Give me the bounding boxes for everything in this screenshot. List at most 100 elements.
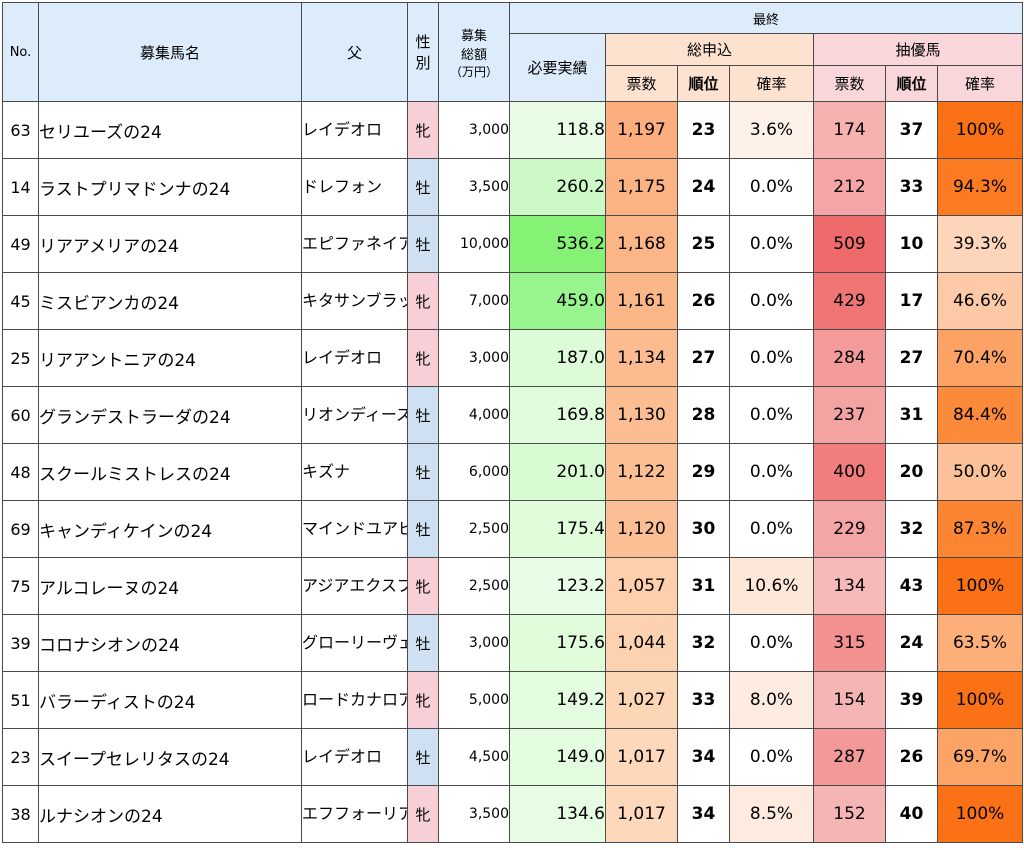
cell-total-votes: 1,197	[605, 101, 678, 159]
cell-sire: レイデオロ	[301, 728, 408, 786]
cell-pri-prob: 63.5%	[937, 614, 1023, 672]
header-total-votes: 票数	[605, 65, 678, 102]
cell-sex: 牝	[407, 785, 439, 843]
header-final: 最終	[509, 2, 1023, 34]
cell-total-votes: 1,120	[605, 500, 678, 558]
cell-total-rank: 34	[677, 785, 730, 843]
cell-name: ミスビアンカの24	[38, 272, 302, 330]
cell-price: 2,500	[438, 557, 510, 615]
cell-no: 60	[2, 386, 39, 444]
cell-sire: グローリーヴェイズ	[301, 614, 408, 672]
cell-pri-votes: 287	[813, 728, 886, 786]
cell-total-rank: 33	[677, 671, 730, 729]
cell-total-votes: 1,161	[605, 272, 678, 330]
cell-total-votes: 1,044	[605, 614, 678, 672]
cell-no: 63	[2, 101, 39, 159]
table-row: 23 スイープセレリタスの24 レイデオロ牡 4,500 149.0 1,017 34 0.0…	[2, 728, 1023, 786]
cell-pri-votes: 152	[813, 785, 886, 843]
cell-total-votes: 1,175	[605, 158, 678, 216]
cell-total-prob: 8.5%	[729, 785, 814, 843]
cell-sex: 牝	[407, 557, 439, 615]
table-row: 63 セリユーズの24 レイデオロ牝 3,000 118.8 1,197 23 3.6% 174…	[2, 101, 1023, 159]
table-row: 45ミスビアンカの24キタサンブラック牝7,000459.01,161260.0…	[2, 272, 1023, 330]
cell-total-prob: 10.6%	[729, 557, 814, 615]
cell-pri-votes: 134	[813, 557, 886, 615]
header-no: No.	[2, 2, 39, 102]
cell-total-rank: 26	[677, 272, 730, 330]
cell-required: 134.6	[509, 785, 606, 843]
cell-sire: リオンディーズ	[301, 386, 408, 444]
cell-pri-votes: 154	[813, 671, 886, 729]
cell-pri-rank: 27	[885, 329, 938, 387]
cell-total-votes: 1,134	[605, 329, 678, 387]
cell-name: スクールミストレスの24	[38, 443, 302, 501]
cell-sex: 牡	[407, 500, 439, 558]
cell-pri-prob: 100%	[937, 671, 1023, 729]
cell-pri-prob: 50.0%	[937, 443, 1023, 501]
cell-name: グランデストラーダの24	[38, 386, 302, 444]
cell-sex: 牝	[407, 671, 439, 729]
cell-sex: 牡	[407, 728, 439, 786]
cell-no: 69	[2, 500, 39, 558]
cell-pri-votes: 429	[813, 272, 886, 330]
cell-name: アルコレーヌの24	[38, 557, 302, 615]
table-row: 48 スクールミストレスの24 キズナ牡 6,000 201.0 1,122 29 0.0% 4…	[2, 443, 1023, 501]
cell-price: 2,500	[438, 500, 510, 558]
table-row: 51 バラーディストの24 ロードカナロア牝 5,000 149.2 1,027 33 8.0…	[2, 671, 1023, 729]
header-name: 募集馬名	[38, 2, 302, 102]
cell-total-rank: 25	[677, 215, 730, 273]
table-row: 69キャンディケインの24マインドユアビスケッツ牡2,500175.41,120…	[2, 500, 1023, 558]
cell-sex: 牡	[407, 215, 439, 273]
header-required: 必要実績	[509, 33, 606, 102]
cell-sex: 牝	[407, 101, 439, 159]
cell-pri-prob: 100%	[937, 101, 1023, 159]
cell-no: 45	[2, 272, 39, 330]
cell-price: 6,000	[438, 443, 510, 501]
table-row: 14 ラストプリマドンナの24 ドレフォン牡 3,500 260.2 1,175 24 0.0…	[2, 158, 1023, 216]
cell-sire: レイデオロ	[301, 101, 408, 159]
cell-no: 39	[2, 614, 39, 672]
header-price: 募集 総額 （万円）	[438, 2, 510, 102]
cell-no: 25	[2, 329, 39, 387]
cell-name: バラーディストの24	[38, 671, 302, 729]
cell-pri-votes: 237	[813, 386, 886, 444]
cell-pri-rank: 39	[885, 671, 938, 729]
cell-pri-rank: 10	[885, 215, 938, 273]
cell-required: 149.0	[509, 728, 606, 786]
cell-no: 49	[2, 215, 39, 273]
cell-total-rank: 28	[677, 386, 730, 444]
cell-total-votes: 1,057	[605, 557, 678, 615]
table-row: 38 ルナシオンの24 エフフォーリア牝 3,500 134.6 1,017 34 8.5% 1…	[2, 785, 1023, 843]
cell-total-rank: 24	[677, 158, 730, 216]
cell-total-rank: 27	[677, 329, 730, 387]
cell-no: 14	[2, 158, 39, 216]
cell-total-prob: 0.0%	[729, 272, 814, 330]
cell-required: 169.8	[509, 386, 606, 444]
cell-total-prob: 0.0%	[729, 329, 814, 387]
cell-total-prob: 0.0%	[729, 158, 814, 216]
cell-pri-prob: 100%	[937, 785, 1023, 843]
cell-price: 10,000	[438, 215, 510, 273]
cell-no: 38	[2, 785, 39, 843]
header-total-rank: 順位	[677, 65, 730, 102]
cell-required: 260.2	[509, 158, 606, 216]
cell-sex: 牝	[407, 329, 439, 387]
cell-name: コロナシオンの24	[38, 614, 302, 672]
table-row: 25 リアアントニアの24 レイデオロ牝 3,000 187.0 1,134 27 0.0% 2…	[2, 329, 1023, 387]
cell-pri-rank: 31	[885, 386, 938, 444]
cell-total-prob: 3.6%	[729, 101, 814, 159]
cell-sex: 牡	[407, 386, 439, 444]
cell-name: キャンディケインの24	[38, 500, 302, 558]
table-row: 75アルコレーヌの24アジアエクスプレス牝2,500123.21,0573110…	[2, 557, 1023, 615]
cell-sire: ロードカナロア	[301, 671, 408, 729]
cell-total-votes: 1,130	[605, 386, 678, 444]
cell-total-prob: 0.0%	[729, 500, 814, 558]
cell-pri-rank: 40	[885, 785, 938, 843]
cell-total-rank: 30	[677, 500, 730, 558]
cell-price: 3,000	[438, 101, 510, 159]
cell-price: 3,000	[438, 614, 510, 672]
table-row: 49 リアアメリアの24 エピファネイア牡 10,000 536.2 1,168 25 0.0…	[2, 215, 1023, 273]
cell-total-rank: 32	[677, 614, 730, 672]
cell-sex: 牡	[407, 614, 439, 672]
header-priority-group: 抽優馬	[813, 33, 1023, 66]
